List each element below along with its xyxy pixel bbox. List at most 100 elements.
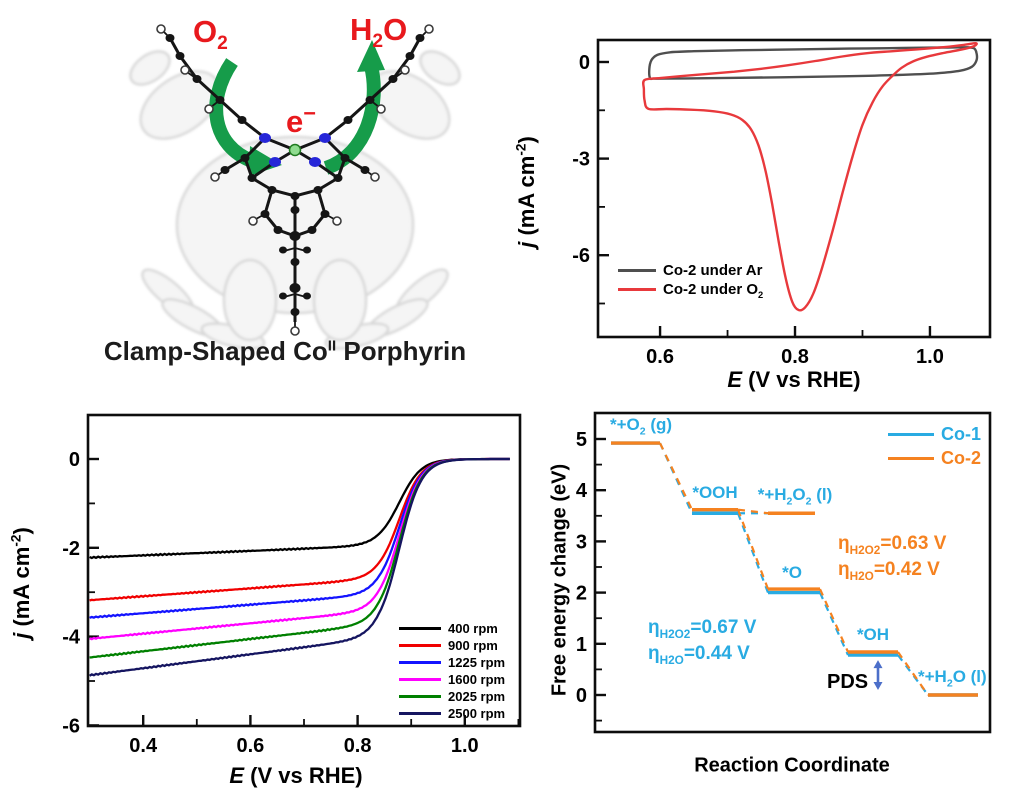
rde-legend-item-1-label: 900 rpm	[448, 638, 498, 653]
fed-connector-OH-H2O	[897, 651, 929, 696]
cv-legend-item-0-label: Co-2 under Ar	[663, 262, 763, 279]
rde-legend-item-4-swatch	[399, 695, 441, 698]
cv-y-tick-label: -3	[572, 149, 590, 171]
rde-x-ticks: 0.4 0.6 0.8 1.0	[129, 715, 520, 757]
fed-legend-item-0-label: Co-1	[941, 424, 981, 444]
cv-legend-item-0-swatch	[618, 269, 656, 272]
fed-step-label-O2: *+O2 (g)	[610, 415, 673, 438]
cv-x-ticks: 0.6 0.8 1.0	[646, 326, 944, 368]
pds-arrow	[873, 660, 883, 690]
rde-y-ticks: 0 -2 -4 -6	[62, 449, 99, 737]
rde-legend-item-5: 2500 rpm	[399, 706, 505, 721]
cv-curve-co-2-under-ar	[648, 46, 979, 81]
fed-y-tick-label: 2	[576, 583, 587, 605]
rde-x-tick-label: 0.4	[129, 735, 158, 757]
rde-y-tick-label: -6	[62, 715, 80, 737]
rde-curve-1225-rpm	[89, 457, 510, 619]
cv-legend-item-1-label: Co-2 under O2	[663, 281, 764, 300]
rde-x-tick-label: 0.6	[236, 735, 264, 757]
rde-y-tick-label: -2	[62, 538, 80, 560]
cv-x-tick-label: 0.8	[781, 346, 809, 368]
rde-legend-item-1-swatch	[399, 644, 441, 647]
fed-connector-OOH-O	[736, 512, 770, 593]
fed-axes-box	[593, 411, 992, 734]
fed-y-tick-label: 0	[576, 685, 587, 707]
cv-legend-item-1-swatch	[618, 288, 656, 291]
rde-legend-item-0: 400 rpm	[399, 621, 498, 636]
rde-legend-item-3: 1600 rpm	[399, 672, 505, 687]
rde-y-tick-label: -4	[62, 627, 81, 649]
rde-xaxis-title: E (V vs RHE)	[229, 763, 363, 788]
electron-label: e−	[286, 100, 316, 139]
rde-axes-box	[86, 413, 522, 728]
rde-legend-item-0-swatch	[399, 627, 441, 630]
cv-yaxis-title: j (mA cm-2)	[513, 136, 539, 248]
molecule-art	[129, 24, 461, 350]
cv-y-tick-label: -6	[572, 245, 590, 267]
fed-connector-O2-OOH	[659, 442, 693, 511]
fed-step-label-OOH: *OOH	[692, 483, 738, 502]
fed-legend-item-0: Co-1	[888, 424, 981, 445]
rde-legend-item-2-swatch	[399, 661, 441, 664]
carbon-atoms	[165, 34, 425, 316]
fed-step-label-H2O: *+H2O (l)	[918, 667, 987, 690]
cobalt-atom	[288, 143, 302, 157]
rde-legend-item-4-label: 2025 rpm	[448, 689, 506, 704]
rde-curve-900-rpm	[89, 457, 510, 602]
fed-step-label-O: *O	[782, 563, 802, 582]
crab-silhouette	[129, 50, 461, 350]
molecule-caption: Clamp-Shaped CoII Porphyrin	[103, 336, 467, 366]
rde-legend-item-2: 1225 rpm	[399, 655, 505, 670]
rde-x-tick-label: 1.0	[451, 735, 479, 757]
rde-plot: 0.4 0.6 0.8 1.0 0 -2 -4 -6	[62, 413, 522, 757]
fed-legend-item-1-label: Co-2	[941, 448, 981, 468]
rde-curve-2500-rpm	[89, 457, 510, 677]
rde-legend-item-3-swatch	[399, 678, 441, 681]
free-energy-plot: 0 1 2 3 4 5	[576, 411, 992, 734]
o2-arrow	[209, 58, 282, 176]
fed-connector-O-OH	[818, 588, 850, 653]
rde-curve-400-rpm	[89, 457, 510, 560]
cv-xaxis-title: E (V vs RHE)	[727, 367, 861, 392]
cv-y-ticks: 0 -3 -6	[572, 52, 609, 305]
rde-legend-item-5-swatch	[399, 712, 441, 715]
rde-legend-item-3-label: 1600 rpm	[448, 672, 506, 687]
fed-connector-OOH-H2O2	[737, 508, 769, 515]
molecule-panel: O2 H2O e− Clamp-Shaped CoII Porphyrin	[0, 0, 505, 397]
fed-connector-O2-OOH	[658, 442, 694, 514]
fed-y-tick-label: 4	[576, 480, 588, 502]
fed-legend-item-0-swatch	[888, 432, 934, 437]
rde-x-tick-label: 0.8	[344, 735, 372, 757]
cv-y-tick-label: 0	[579, 52, 590, 74]
fed-xaxis-title: Reaction Coordinate	[694, 754, 890, 777]
cv-legend-item-0: Co-2 under Ar	[618, 262, 762, 279]
rde-panel: 0.4 0.6 0.8 1.0 0 -2 -4 -6 E (V vs RHE) j (mA c…	[0, 397, 540, 797]
rde-legend-item-4: 2025 rpm	[399, 689, 505, 704]
hydrogen-atoms	[156, 24, 434, 336]
rde-y-tick-label: 0	[69, 449, 80, 471]
pds-label: PDS	[827, 671, 869, 693]
fed-y-tick-label: 3	[576, 531, 587, 553]
fed-yaxis-title: Free energy change (eV)	[548, 463, 571, 697]
free-energy-panel: 0 1 2 3 4 5 Reaction Coordinate Free energy c…	[540, 397, 1010, 797]
fed-legend-item-1: Co-2	[888, 448, 981, 469]
rde-legend-item-2-label: 1225 rpm	[448, 655, 506, 670]
cv-x-tick-label: 1.0	[916, 346, 944, 368]
cv-panel: 0.6 0.8 1.0 0 -3 -6 E (V vs RHE) j (mA cm-2) …	[505, 0, 1010, 397]
rde-legend-item-1: 900 rpm	[399, 638, 498, 653]
fed-y-tick-label: 1	[576, 634, 587, 656]
cv-curve-co-2-under-o2	[641, 41, 978, 312]
h2o-label: H2O	[350, 12, 408, 53]
rde-legend-item-5-label: 2500 rpm	[448, 706, 506, 721]
h2o-arrow	[323, 40, 385, 175]
fed-step-label-H2O2: *+H2O2 (l)	[757, 485, 833, 508]
o2-label: O2	[193, 14, 228, 55]
fed-y-ticks: 0 1 2 3 4 5	[576, 429, 606, 722]
cv-legend-item-1: Co-2 under O2	[618, 281, 764, 300]
fed-connector-OOH-O	[736, 509, 770, 590]
fed-step-label-OH: *OH	[856, 625, 890, 644]
fed-connector-O-OH	[818, 592, 850, 656]
